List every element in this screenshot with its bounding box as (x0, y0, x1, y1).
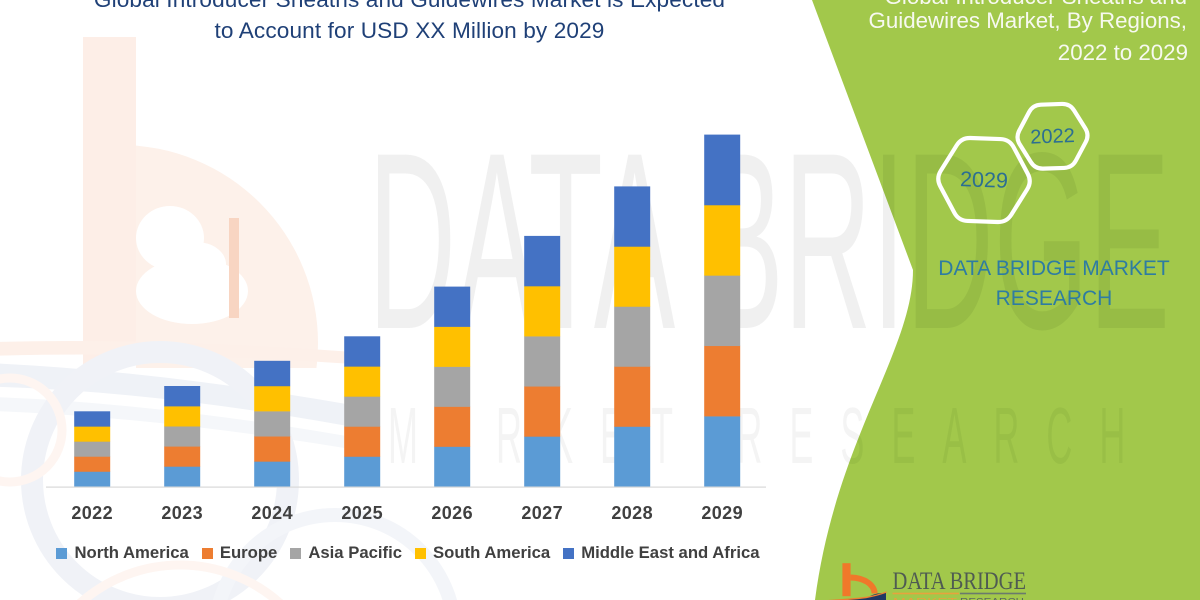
svg-text:RESEARCH: RESEARCH (960, 596, 1024, 600)
svg-text:DATA BRIDGE: DATA BRIDGE (893, 566, 1027, 595)
svg-text:2029: 2029 (960, 167, 1009, 193)
svg-text:MARKET: MARKET (893, 596, 958, 600)
svg-text:2022: 2022 (1030, 125, 1075, 149)
